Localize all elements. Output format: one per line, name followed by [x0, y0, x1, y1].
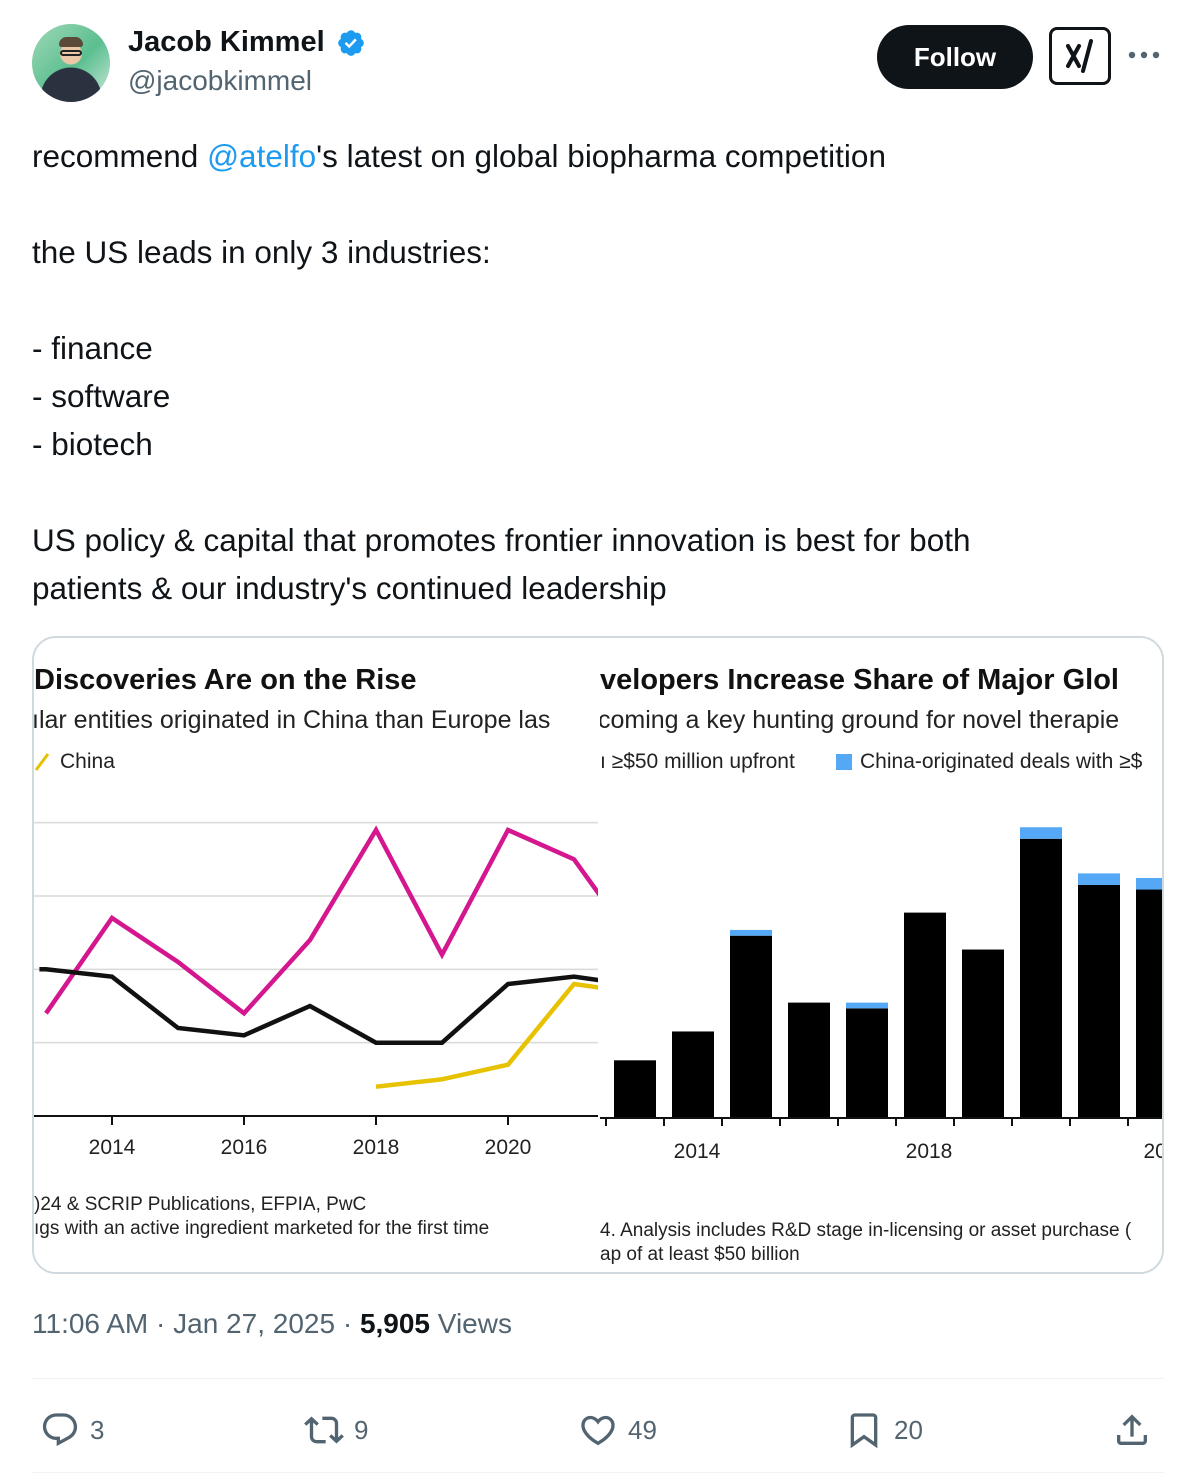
separator: · — [148, 1308, 174, 1339]
bar — [904, 912, 946, 1118]
views-count: 5,905 — [359, 1308, 431, 1339]
chart-source-note: )24 & SCRIP Publications, EFPIA, PwC — [34, 1194, 367, 1215]
avatar-hair — [59, 37, 83, 47]
chart-footnote: ap of at least $50 billion — [600, 1244, 800, 1265]
date[interactable]: Jan 27, 2025 — [173, 1308, 336, 1339]
more-options-button[interactable] — [1126, 40, 1162, 70]
divider — [32, 1378, 1164, 1379]
x-tick-label: 2018 — [353, 1136, 400, 1159]
x-tick-label: 202 — [1143, 1140, 1164, 1163]
bar-china-segment — [1078, 873, 1120, 885]
tweet-blank-line — [32, 468, 1164, 516]
series-line-1 — [44, 825, 598, 1017]
divider — [32, 1472, 1164, 1473]
like-count: 49 — [628, 1414, 657, 1445]
reply-button[interactable]: 3 — [40, 1400, 104, 1460]
bar — [730, 935, 772, 1118]
bar — [962, 949, 1004, 1118]
bar — [614, 1060, 656, 1118]
author-block: Jacob Kimmel @jacobkimmel — [128, 26, 366, 97]
media-image-right[interactable]: 2014 2018 202 velopers Increase Share of M… — [600, 638, 1164, 1272]
views-label: Views — [430, 1308, 512, 1339]
repost-count: 9 — [354, 1414, 369, 1445]
tweet-line: US policy & capital that promotes fronti… — [32, 522, 971, 558]
bar-china-segment — [1136, 878, 1162, 890]
bar-china-segment — [846, 1002, 888, 1009]
repost-icon — [304, 1416, 344, 1444]
tweet-line: - biotech — [32, 426, 153, 462]
reply-count: 3 — [90, 1414, 105, 1445]
bar-china-segment — [1020, 827, 1062, 839]
heart-icon — [581, 1415, 615, 1446]
tweet-header: Jacob Kimmel @jacobkimmel Follow — [32, 22, 1164, 106]
line-chart: 2014 2016 2018 2020 — [34, 753, 598, 1159]
more-icon — [1128, 51, 1160, 59]
mention-link[interactable]: @atelfo — [207, 138, 317, 174]
legend-swatch-china — [34, 753, 50, 771]
media-image-left[interactable]: 2014 2016 2018 2020 Discoveries Are on the … — [34, 638, 598, 1272]
follow-button[interactable]: Follow — [877, 25, 1033, 89]
chart-title: Discoveries Are on the Rise — [34, 664, 417, 696]
bookmark-count: 20 — [894, 1414, 923, 1445]
chart-subtitle: ılar entities originated in China than E… — [34, 706, 551, 734]
legend-china: China — [60, 750, 115, 773]
chart-title: velopers Increase Share of Major Glol — [600, 664, 1119, 696]
tweet-text-span: recommend — [32, 138, 208, 174]
bar-china-segment — [730, 929, 772, 936]
tweet-text-span: 's latest on global biopharma competitio… — [316, 138, 886, 174]
tweet-blank-line — [32, 276, 1164, 324]
like-button[interactable]: 49 — [578, 1400, 657, 1460]
bar-chart: 2014 2018 202 — [600, 754, 1164, 1163]
avatar[interactable] — [32, 24, 110, 102]
legend-total: ı ≥$50 million upfront — [600, 750, 795, 773]
bookmark-icon — [850, 1413, 878, 1449]
share-button[interactable] — [1112, 1400, 1152, 1460]
author-handle[interactable]: @jacobkimmel — [128, 65, 313, 96]
x-tick-label: 2020 — [485, 1136, 532, 1159]
chart-footnote: 4. Analysis includes R&D stage in-licens… — [600, 1220, 1132, 1241]
tweet-line: the US leads in only 3 industries: — [32, 234, 491, 270]
media-attachment[interactable]: 2014 2016 2018 2020 Discoveries Are on the … — [32, 636, 1164, 1274]
tweet-line: - software — [32, 378, 171, 414]
x-tick-label: 2016 — [221, 1136, 268, 1159]
reply-icon — [42, 1413, 78, 1447]
grok-button[interactable] — [1049, 27, 1111, 85]
bar — [846, 1008, 888, 1118]
bar — [1020, 838, 1062, 1118]
legend-swatch-china — [836, 754, 852, 770]
verified-badge-icon[interactable] — [336, 28, 366, 58]
chart-footnote: ıgs with an active ingredient marketed f… — [34, 1218, 490, 1239]
tweet-text: recommend @atelfo's latest on global bio… — [32, 132, 1164, 612]
engagement-bar: 3 9 49 20 — [32, 1400, 1164, 1460]
x-tick-label: 2018 — [906, 1140, 953, 1163]
tweet-timestamp: 11:06 AM · Jan 27, 2025 · 5,905 Views — [32, 1308, 512, 1340]
time[interactable]: 11:06 AM — [32, 1308, 149, 1339]
share-icon — [1117, 1414, 1147, 1445]
grok-icon — [1066, 39, 1093, 73]
tweet-line: recommend @atelfo's latest on global bio… — [32, 132, 1164, 180]
repost-button[interactable]: 9 — [304, 1400, 368, 1460]
bar — [672, 1031, 714, 1118]
bar — [1136, 889, 1162, 1118]
tweet-blank-line — [32, 180, 1164, 228]
legend-china: China-originated deals with ≥$ — [860, 750, 1143, 773]
bookmark-button[interactable]: 20 — [844, 1400, 923, 1460]
series-line-2 — [39, 967, 598, 1045]
chart-subtitle: coming a key hunting ground for novel th… — [600, 706, 1120, 734]
separator: · — [335, 1308, 360, 1339]
tweet-line: - finance — [32, 330, 153, 366]
tweet-line: patients & our industry's continued lead… — [32, 570, 667, 606]
bar — [788, 1002, 830, 1118]
bar — [1078, 884, 1120, 1118]
display-name[interactable]: Jacob Kimmel — [128, 26, 325, 58]
x-tick-label: 2014 — [674, 1140, 721, 1163]
x-tick-label: 2014 — [89, 1136, 136, 1159]
avatar-glasses — [60, 50, 82, 56]
series-line-china — [375, 981, 598, 1089]
